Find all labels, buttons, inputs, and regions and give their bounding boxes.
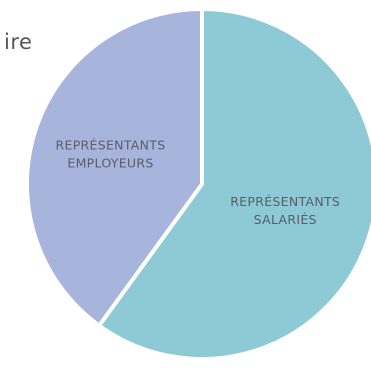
partial-title-text: ire (4, 30, 33, 54)
pie-slice-label-line: REPRÉSENTANTS (56, 137, 166, 152)
pie-slice-label-line: SALARIÉS (254, 212, 317, 227)
pie-slice-label-1: REPRÉSENTANTS EMPLOYEURS (56, 137, 166, 170)
pie-slices (25, 6, 371, 361)
pie-slice-label-line: REPRÉSENTANTS (230, 194, 340, 209)
pie-labels: REPRÉSENTANTS SALARIÉS REPRÉSENTANTS EMPLOY… (56, 137, 340, 227)
pie-slice-label-0: REPRÉSENTANTS SALARIÉS (230, 194, 340, 227)
pie-slice-label-line: EMPLOYEURS (67, 155, 153, 170)
pie-slice-1 (25, 6, 204, 329)
pie-slice-0 (96, 6, 371, 361)
